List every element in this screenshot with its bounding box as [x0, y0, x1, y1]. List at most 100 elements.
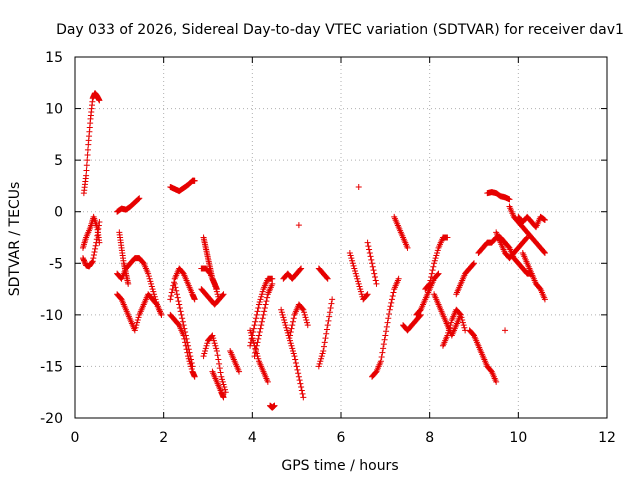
data-point — [434, 271, 441, 278]
data-point — [218, 373, 225, 380]
data-point — [213, 286, 220, 293]
data-point — [294, 366, 301, 373]
data-point — [323, 326, 330, 333]
data-point — [214, 291, 221, 298]
series-arc-39 — [466, 327, 500, 385]
data-point — [176, 304, 183, 311]
data-point — [425, 281, 432, 288]
data-point — [83, 167, 90, 174]
series-arc-17 — [227, 347, 243, 375]
data-point — [184, 339, 191, 346]
data-point — [263, 298, 270, 305]
x-tick-labels: 0 2 4 6 8 10 12 — [71, 430, 616, 446]
data-point — [366, 246, 373, 253]
data-point — [293, 363, 300, 370]
data-point — [179, 315, 186, 322]
series-arc-44 — [515, 213, 548, 231]
data-point — [173, 287, 180, 294]
data-point — [83, 162, 90, 169]
data-point — [173, 291, 180, 298]
data-point — [297, 266, 304, 273]
data-point — [183, 335, 190, 342]
data-point — [215, 356, 222, 363]
data-point — [256, 329, 263, 336]
data-point — [445, 329, 452, 336]
data-point — [458, 314, 465, 321]
data-point — [269, 275, 276, 282]
data-point — [300, 306, 307, 313]
series-arc-45 — [519, 249, 548, 303]
data-point — [220, 291, 227, 298]
data-point — [92, 242, 99, 249]
y-tick-label: -15 — [40, 359, 63, 375]
data-point — [84, 151, 91, 158]
data-point — [446, 324, 453, 331]
data-point — [369, 263, 376, 270]
data-point — [289, 345, 296, 352]
data-point — [298, 265, 305, 272]
data-point — [117, 295, 124, 302]
series-arc-30 — [364, 239, 380, 287]
y-tick-label: 5 — [54, 153, 63, 169]
data-point — [363, 292, 370, 299]
data-point — [176, 301, 183, 308]
data-point — [358, 291, 365, 298]
data-point — [84, 157, 91, 164]
series-arc-15 — [200, 332, 229, 396]
series-arc-4 — [114, 195, 143, 215]
data-point — [502, 327, 509, 334]
data-point — [282, 322, 289, 329]
data-point — [179, 269, 186, 276]
series-arc-43 — [502, 327, 509, 334]
data-point — [271, 402, 278, 409]
data-point — [304, 322, 311, 329]
data-point — [278, 306, 285, 313]
data-point — [347, 252, 354, 259]
data-point — [251, 322, 258, 329]
data-point — [186, 349, 193, 356]
data-point — [387, 303, 394, 310]
data-point — [191, 296, 198, 303]
series-arc-16 — [209, 368, 227, 401]
data-point — [255, 304, 262, 311]
data-point — [346, 249, 353, 256]
y-axis-label: SDTVAR / TECUs — [7, 182, 23, 297]
data-point — [303, 317, 310, 324]
data-point — [365, 243, 372, 250]
data-point — [287, 329, 294, 336]
data-point — [125, 280, 132, 287]
data-point — [217, 369, 224, 376]
data-point — [432, 255, 439, 262]
data-point — [288, 342, 295, 349]
data-point — [149, 286, 156, 293]
data-point — [220, 381, 227, 388]
data-point — [385, 315, 392, 322]
data-point — [523, 235, 530, 242]
data-point — [284, 327, 291, 334]
data-point — [259, 315, 266, 322]
data-point — [96, 97, 103, 104]
data-point — [297, 380, 304, 387]
data-point — [435, 270, 442, 277]
y-tick-label: 15 — [45, 50, 63, 66]
data-point — [350, 262, 357, 269]
data-point — [287, 332, 294, 339]
data-point — [321, 343, 328, 350]
data-point — [541, 216, 548, 223]
data-point — [429, 267, 436, 274]
data-point — [214, 352, 221, 359]
data-point — [168, 292, 175, 299]
data-point — [326, 313, 333, 320]
data-point — [329, 296, 336, 303]
data-point — [541, 249, 548, 256]
data-point — [356, 283, 363, 290]
series-arc-14 — [198, 286, 227, 308]
data-point — [84, 146, 91, 153]
data-point — [188, 366, 195, 373]
y-tick-label: -10 — [40, 308, 63, 324]
data-point — [459, 319, 466, 326]
data-point — [460, 322, 467, 329]
y-tick-label: -5 — [49, 256, 63, 272]
data-point — [210, 335, 217, 342]
